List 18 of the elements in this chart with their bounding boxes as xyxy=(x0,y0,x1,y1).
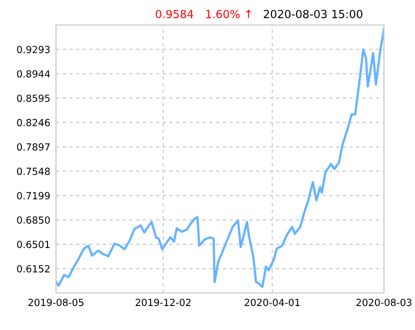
text: 0.9584 xyxy=(156,10,194,18)
x-tick-label: 2019-12-02 xyxy=(136,298,191,306)
y-tick-label: 0.9293 xyxy=(17,46,50,54)
text: 1.60% ↑ xyxy=(206,10,251,18)
text: 2020-08-03 15:00 xyxy=(264,10,362,18)
y-tick-label: 0.7897 xyxy=(17,143,50,151)
x-tick-label: 2020-08-03 xyxy=(356,298,412,306)
y-tick-label: 0.6850 xyxy=(17,216,50,224)
x-tick-label: 2020-04-01 xyxy=(244,298,300,306)
y-tick-label: 0.8944 xyxy=(17,70,50,78)
y-tick-label: 0.8246 xyxy=(17,118,50,126)
y-tick-label: 0.6501 xyxy=(17,240,50,248)
line-series xyxy=(56,28,384,288)
y-tick-label: 0.8595 xyxy=(17,94,50,102)
x-tick-label: 2019-08-05 xyxy=(28,298,84,306)
y-tick-label: 0.7548 xyxy=(17,168,50,176)
y-tick-label: 0.7199 xyxy=(17,192,50,200)
y-tick-label: 0.6152 xyxy=(17,265,50,272)
